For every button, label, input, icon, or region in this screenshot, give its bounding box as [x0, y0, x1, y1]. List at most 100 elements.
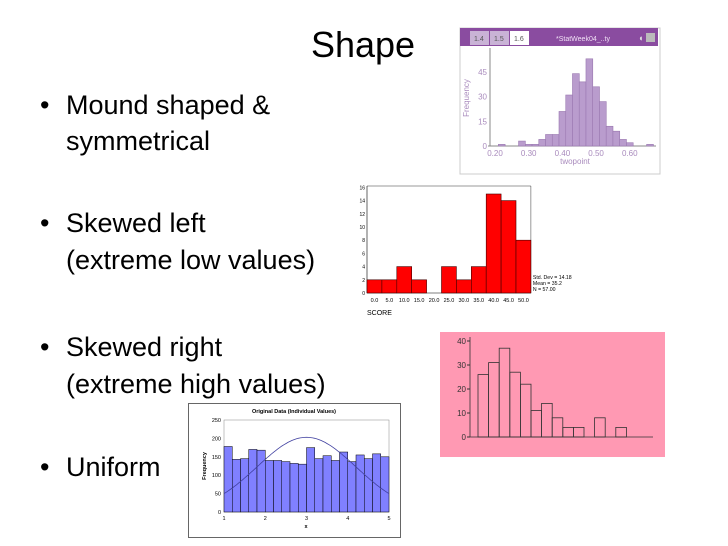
- histogram-bar: [298, 463, 307, 513]
- tab-label[interactable]: 1.6: [514, 36, 524, 43]
- histogram-bar: [551, 134, 560, 147]
- y-tick-label: 10: [457, 409, 466, 418]
- histogram-bar: [347, 461, 357, 513]
- histogram-bar: [531, 144, 540, 147]
- histogram-bar: [592, 86, 600, 147]
- y-axis-label: Frequency: [202, 451, 208, 480]
- histogram-bar: [615, 427, 627, 438]
- histogram-bar: [273, 460, 282, 513]
- histogram-bar: [232, 459, 241, 513]
- y-tick-label: 2: [362, 278, 365, 284]
- y-tick-label: 100: [212, 473, 221, 479]
- x-tick-label: 0.50: [588, 149, 604, 158]
- tab-label[interactable]: 1.5: [494, 36, 504, 43]
- close-icon[interactable]: [646, 33, 655, 42]
- x-tick-label: 0.60: [622, 149, 638, 158]
- histogram-bar: [396, 266, 412, 294]
- histogram-bar: [572, 427, 585, 438]
- bullet-line: symmetrical: [66, 126, 211, 156]
- histogram-bar: [256, 449, 266, 513]
- histogram-bar: [599, 101, 607, 147]
- histogram-bar: [441, 266, 457, 294]
- histogram-bar: [594, 417, 606, 438]
- bullet-dot: •: [40, 332, 50, 362]
- tab-1.5[interactable]: [490, 31, 509, 45]
- x-tick-label: 4: [346, 516, 349, 522]
- x-tick-label: 0.40: [555, 149, 571, 158]
- histogram-bar: [339, 451, 348, 513]
- y-tick-label: 45: [478, 68, 487, 77]
- y-tick-label: 30: [478, 93, 487, 102]
- y-tick-label: 30: [457, 361, 466, 370]
- histogram-bar: [605, 125, 614, 147]
- histogram-bar: [612, 130, 621, 147]
- histogram-bar: [471, 266, 487, 294]
- histogram-bar: [578, 81, 587, 147]
- uniform-histogram: Original Data (Individual Values) 0 50 100 1…: [188, 403, 401, 538]
- histogram-bar: [306, 447, 315, 513]
- histogram-bar: [240, 458, 249, 513]
- histogram-bar: [619, 139, 627, 147]
- bullet-line: (extreme high values): [66, 369, 326, 399]
- y-tick-label: 200: [212, 436, 221, 442]
- x-axis-label: x: [304, 524, 308, 530]
- histogram-bar: [380, 456, 390, 513]
- x-tick-label: 3: [305, 516, 308, 522]
- histogram-bar: [381, 279, 398, 294]
- histogram-bar: [366, 279, 383, 294]
- histogram-bar: [281, 461, 291, 513]
- stats-label: Mean = 35.2: [533, 281, 562, 287]
- y-tick-label: 6: [362, 251, 365, 257]
- x-tick-label: 35.0: [473, 298, 484, 304]
- y-axis-label: Frequency: [462, 79, 471, 117]
- x-axis-label: twopoint: [560, 157, 591, 166]
- y-tick-label: 0: [462, 433, 467, 442]
- stats-label: N = 57.00: [533, 287, 556, 293]
- bullet-line: (extreme low values): [66, 245, 316, 275]
- x-tick-label: 1: [222, 516, 225, 522]
- histogram-bar: [538, 139, 546, 147]
- x-tick-label: 5: [387, 516, 390, 522]
- x-axis-label: SCORE: [367, 310, 392, 317]
- tab-1.4[interactable]: [470, 31, 489, 45]
- y-tick-label: 12: [359, 212, 365, 218]
- histogram-bar: [411, 279, 427, 294]
- histogram-bar: [525, 144, 533, 147]
- histogram-bar: [331, 460, 340, 513]
- bullet-line: Skewed left: [66, 208, 206, 238]
- x-tick-label: 50.0: [518, 298, 529, 304]
- app-header-bar: [460, 28, 658, 46]
- x-tick-label: 2: [264, 516, 267, 522]
- histogram-bar: [565, 94, 573, 147]
- tab-label[interactable]: 1.4: [474, 36, 484, 43]
- chart-frame: [459, 27, 661, 175]
- y-tick-label: 20: [457, 385, 466, 394]
- y-tick-label: 0: [218, 510, 221, 516]
- x-tick-label: 5.0: [386, 298, 394, 304]
- y-tick-label: 10: [359, 225, 365, 231]
- chart-title: Original Data (Individual Values): [252, 409, 336, 415]
- bullet-line: Mound shaped &: [66, 90, 271, 120]
- histogram-bar: [355, 454, 365, 513]
- stats-label: Std. Dev = 14.18: [533, 275, 572, 281]
- histogram-bar: [646, 144, 654, 147]
- tab-1.6[interactable]: [510, 31, 529, 45]
- x-tick-label: 10.0: [399, 298, 410, 304]
- histogram-bar: [558, 111, 567, 147]
- y-tick-label: 40: [457, 337, 466, 346]
- histogram-bar: [322, 455, 332, 513]
- histogram-bar: [515, 239, 532, 294]
- y-tick-label: 4: [362, 265, 365, 271]
- x-tick-label: 25.0: [444, 298, 455, 304]
- histogram-bar: [364, 458, 373, 513]
- histogram-bar: [265, 460, 274, 513]
- histogram-bar: [572, 73, 580, 147]
- y-tick-label: 50: [215, 492, 221, 498]
- slide-title: Shape: [310, 24, 416, 65]
- x-tick-label: 40.0: [488, 298, 499, 304]
- normal-curve: [223, 436, 390, 494]
- speaker-icon[interactable]: ◖: [638, 33, 643, 43]
- histogram-bar: [545, 134, 553, 147]
- x-tick-label: 0.20: [487, 149, 503, 158]
